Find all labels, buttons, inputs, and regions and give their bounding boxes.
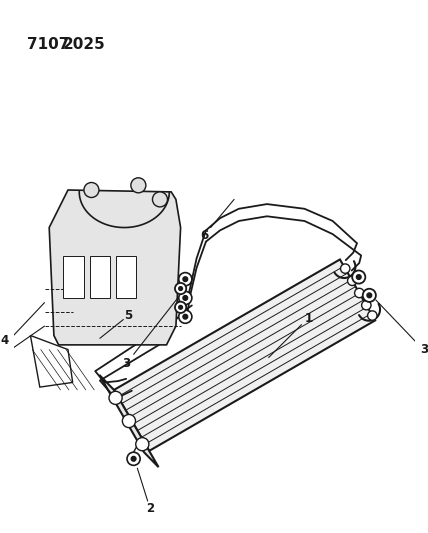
Bar [116,256,137,298]
Circle shape [175,302,186,313]
Circle shape [348,276,357,286]
Circle shape [131,456,136,461]
Circle shape [183,314,187,319]
Circle shape [179,310,192,324]
Circle shape [84,182,99,198]
Polygon shape [30,335,73,387]
Text: 2025: 2025 [62,37,105,52]
Text: 3: 3 [420,343,428,356]
Text: 3: 3 [122,357,130,370]
Circle shape [355,288,364,298]
Text: 1: 1 [305,312,313,325]
Text: 5: 5 [124,309,132,322]
Circle shape [179,292,192,304]
Circle shape [341,264,350,273]
Circle shape [367,293,372,297]
Circle shape [183,296,187,300]
Circle shape [183,277,187,281]
Bar [89,256,110,298]
Circle shape [131,178,146,193]
Bar [63,256,84,298]
Circle shape [357,274,361,279]
Circle shape [109,391,122,405]
Polygon shape [49,190,181,345]
Circle shape [179,305,182,309]
Circle shape [362,301,371,310]
Text: 2: 2 [146,502,155,515]
Text: 4: 4 [0,334,8,346]
Circle shape [352,270,366,284]
Text: 7107: 7107 [27,37,69,52]
Text: 6: 6 [200,229,208,241]
Circle shape [122,415,136,427]
Circle shape [175,283,186,294]
Circle shape [127,452,140,465]
Polygon shape [114,260,375,451]
Circle shape [152,192,167,207]
Circle shape [363,289,376,302]
Polygon shape [99,375,158,467]
Circle shape [136,438,149,451]
Circle shape [368,311,377,320]
Circle shape [179,287,182,290]
Circle shape [179,272,192,286]
